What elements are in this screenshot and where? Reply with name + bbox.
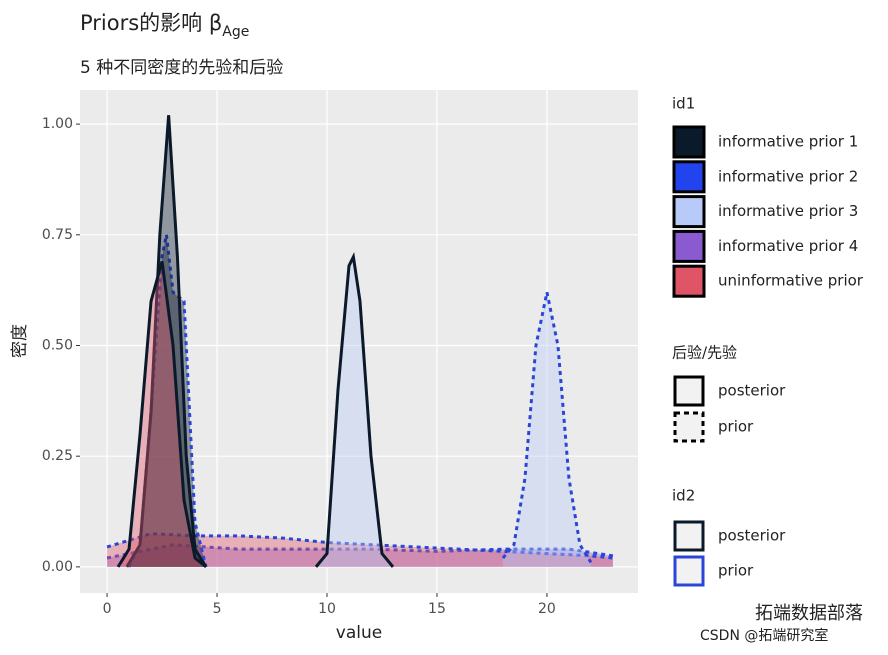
legend-key — [672, 264, 706, 298]
chart-subtitle: 5 种不同密度的先验和后验 — [80, 58, 283, 78]
legend-label: prior — [718, 562, 754, 580]
x-axis-label: value — [336, 623, 382, 643]
density-fill — [118, 261, 207, 567]
density-fill — [129, 234, 207, 567]
title-main: Priors的影响 β — [80, 11, 222, 35]
y-axis-label: 密度 — [10, 324, 30, 358]
x-tick-label: 0 — [103, 601, 112, 617]
y-tick-label: 1.00 — [42, 116, 73, 132]
watermark: 拓端数据部落 — [755, 603, 863, 624]
x-tick-label: 10 — [318, 601, 336, 617]
density-fill — [107, 533, 613, 567]
density-line — [501, 292, 593, 564]
legend-key — [673, 520, 705, 552]
density-line — [127, 234, 208, 568]
legend-label: informative prior 2 — [718, 167, 858, 185]
legend-label: prior — [718, 418, 754, 436]
legend-title: id1 — [672, 95, 695, 113]
y-tick-label: 0.00 — [42, 559, 73, 575]
density-line — [116, 260, 207, 569]
legend-key — [672, 160, 706, 194]
legend-key — [673, 555, 705, 587]
x-tick-label: 15 — [428, 601, 446, 617]
density-line — [314, 251, 395, 568]
density-fill — [502, 292, 591, 567]
x-tick-label: 20 — [538, 601, 556, 617]
legend-label: informative prior 3 — [718, 202, 858, 220]
chart-title: Priors的影响 βAge — [80, 11, 249, 40]
legend-key — [673, 411, 705, 443]
density-fill — [126, 115, 207, 567]
density-line — [125, 115, 208, 568]
legend-title: id2 — [672, 487, 695, 505]
y-tick-label: 0.50 — [42, 337, 73, 353]
watermark: CSDN @拓端研究室 — [700, 627, 828, 644]
title-subscript: Age — [222, 24, 249, 40]
legend-label: uninformative prior — [718, 272, 864, 290]
legend-key — [672, 125, 706, 159]
x-tick-label: 5 — [213, 601, 222, 617]
legend-title: 后验/先验 — [672, 344, 737, 362]
legend-label: informative prior 4 — [718, 237, 858, 255]
legend-key — [672, 229, 706, 263]
legend-key — [672, 195, 706, 229]
legend-label: posterior — [718, 527, 786, 545]
legend-label: informative prior 1 — [718, 133, 858, 151]
legend-label: posterior — [718, 382, 786, 400]
legend-key — [673, 375, 705, 407]
y-tick-label: 0.75 — [42, 227, 73, 243]
y-tick-label: 0.25 — [42, 448, 73, 464]
